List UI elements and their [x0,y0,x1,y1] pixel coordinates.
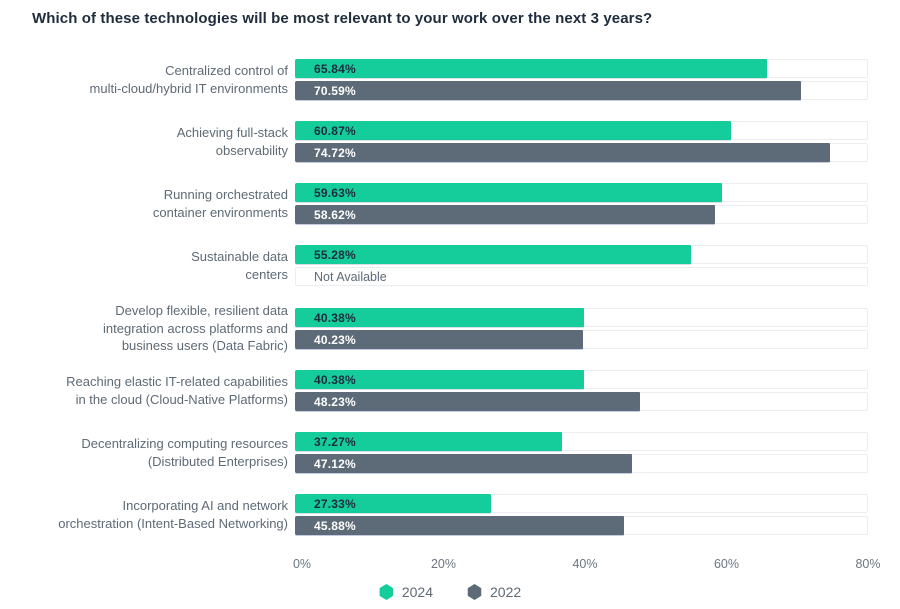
bar-track-2024: 59.63% [295,183,868,202]
bar-track-2022: 48.23% [295,392,868,411]
bar-value-label: 48.23% [314,394,356,409]
category-label: Sustainable data centers [191,249,288,282]
bar-track-2024: 40.38% [295,370,868,389]
x-axis-tick: 80% [855,557,881,571]
legend-marker-icon [467,584,482,600]
bar-value-label: 74.72% [314,145,356,160]
x-axis-tick: 60% [713,557,740,571]
legend-item-2022: 2022 [467,584,521,600]
bar-track-2024: 40.38% [295,308,868,327]
bar-value-label: 47.12% [314,456,356,471]
legend-label: 2024 [401,584,433,600]
bar-track-2024: 37.27% [295,432,868,451]
bar-track-2022: Not Available [295,267,868,286]
bar-value-label: 40.38% [314,310,356,325]
bar-track-2022: 74.72% [295,143,868,162]
bar-2024 [295,494,491,513]
category-label: Reaching elastic IT-related capabilities… [66,374,288,407]
legend: 2024 2022 [0,584,900,600]
bar-track-2024: 27.33% [295,494,868,513]
bar-track-2022: 58.62% [295,205,868,224]
bar-track-2022: 40.23% [295,330,868,349]
x-axis-tick: 20% [430,557,457,571]
bar-track-2024: 55.28% [295,245,868,264]
legend-item-2024: 2024 [379,584,433,600]
category-label: Running orchestrated container environme… [152,187,288,220]
bar-track-2022: 45.88% [295,516,868,535]
legend-marker-icon [379,584,394,600]
bar-track-2024: 60.87% [295,121,868,140]
bar-2024 [295,245,691,264]
x-axis-tick: 0% [292,557,312,571]
bar-value-label: 40.38% [314,372,356,387]
bar-2022 [295,81,801,100]
category-label: Decentralizing computing resources (Dist… [81,436,288,469]
bar-2022 [295,392,641,411]
bar-track-2022: 47.12% [295,454,868,473]
category-label: Develop flexible, resilient data integra… [103,303,288,354]
bar-value-label: 65.84% [314,61,356,76]
bar-2022 [295,205,715,224]
bar-track-2024: 65.84% [295,59,868,78]
bar-value-label: 70.59% [314,83,356,98]
bar-2024 [295,370,585,389]
bar-2024 [295,59,767,78]
category-label: Incorporating AI and network orchestrati… [58,498,288,531]
bar-value-label: 45.88% [314,518,356,533]
not-available-label: Not Available [314,269,387,284]
bar-2024 [295,432,562,451]
bar-2022 [295,330,584,349]
bar-value-label: 40.23% [314,332,356,347]
x-axis-tick: 40% [572,557,598,571]
chart-title: Which of these technologies will be most… [32,10,653,27]
bar-2022 [295,454,633,473]
category-label: Achieving full-stack observability [176,125,288,158]
legend-label: 2022 [490,584,522,600]
bar-value-label: 55.28% [314,247,356,262]
bar-value-label: 59.63% [314,185,356,200]
bar-2024 [295,121,731,140]
bar-value-label: 27.33% [314,496,356,511]
bar-2022 [295,143,831,162]
category-label: Centralized control of multi-cloud/hybri… [89,63,288,96]
bar-value-label: 58.62% [314,207,356,222]
bar-2022 [295,516,624,535]
bar-2024 [295,183,723,202]
bar-value-label: 60.87% [314,123,356,138]
bar-track-2022: 70.59% [295,81,868,100]
bar-value-label: 37.27% [314,434,356,449]
bar-2024 [295,308,585,327]
